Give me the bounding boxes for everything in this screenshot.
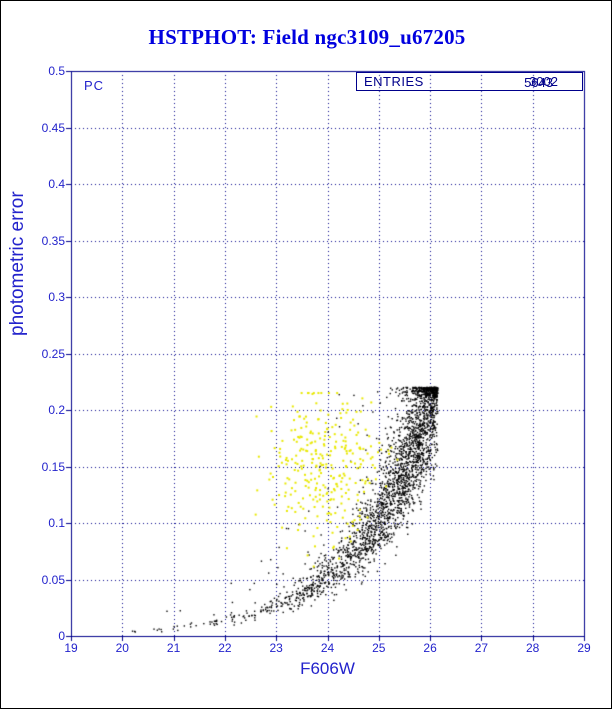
stats-entries-label: ENTRIES — [364, 74, 424, 89]
chip-label: PC — [84, 78, 105, 93]
x-tick-label: 29 — [577, 641, 591, 655]
y-tick-label: 0.15 — [41, 459, 65, 474]
y-tick-label: 0.35 — [41, 233, 65, 248]
y-tick-label: 0.25 — [41, 346, 65, 361]
y-tick-label: 0.3 — [48, 290, 65, 304]
y-tick-label: 0 — [58, 629, 65, 643]
x-tick-label: 23 — [269, 641, 283, 655]
stats-value-back: 5643 — [524, 75, 553, 90]
x-tick-label: 26 — [423, 641, 437, 655]
x-tick-label: 20 — [115, 641, 129, 655]
y-tick-label: 0.1 — [48, 516, 65, 530]
x-tick-label: 28 — [526, 641, 540, 655]
x-tick-label: 25 — [372, 641, 386, 655]
page-title: HSTPHOT: Field ngc3109_u67205 — [148, 25, 466, 49]
x-tick-label: 27 — [474, 641, 489, 655]
x-axis-label: F606W — [300, 659, 355, 678]
y-tick-label: 0.05 — [41, 572, 65, 587]
y-tick-label: 0.5 — [48, 64, 65, 78]
y-tick-label: 0.45 — [41, 120, 65, 135]
stats-value-front: 3002 — [529, 74, 558, 89]
x-tick-label: 19 — [64, 641, 78, 655]
y-tick-label: 0.4 — [48, 177, 65, 191]
x-tick-label: 22 — [218, 641, 232, 655]
stats-box: ENTRIES 5643 3002 — [356, 72, 583, 91]
x-tick-label: 21 — [166, 641, 181, 655]
y-tick-label: 0.2 — [48, 403, 65, 417]
x-tick-label: 24 — [320, 641, 335, 655]
